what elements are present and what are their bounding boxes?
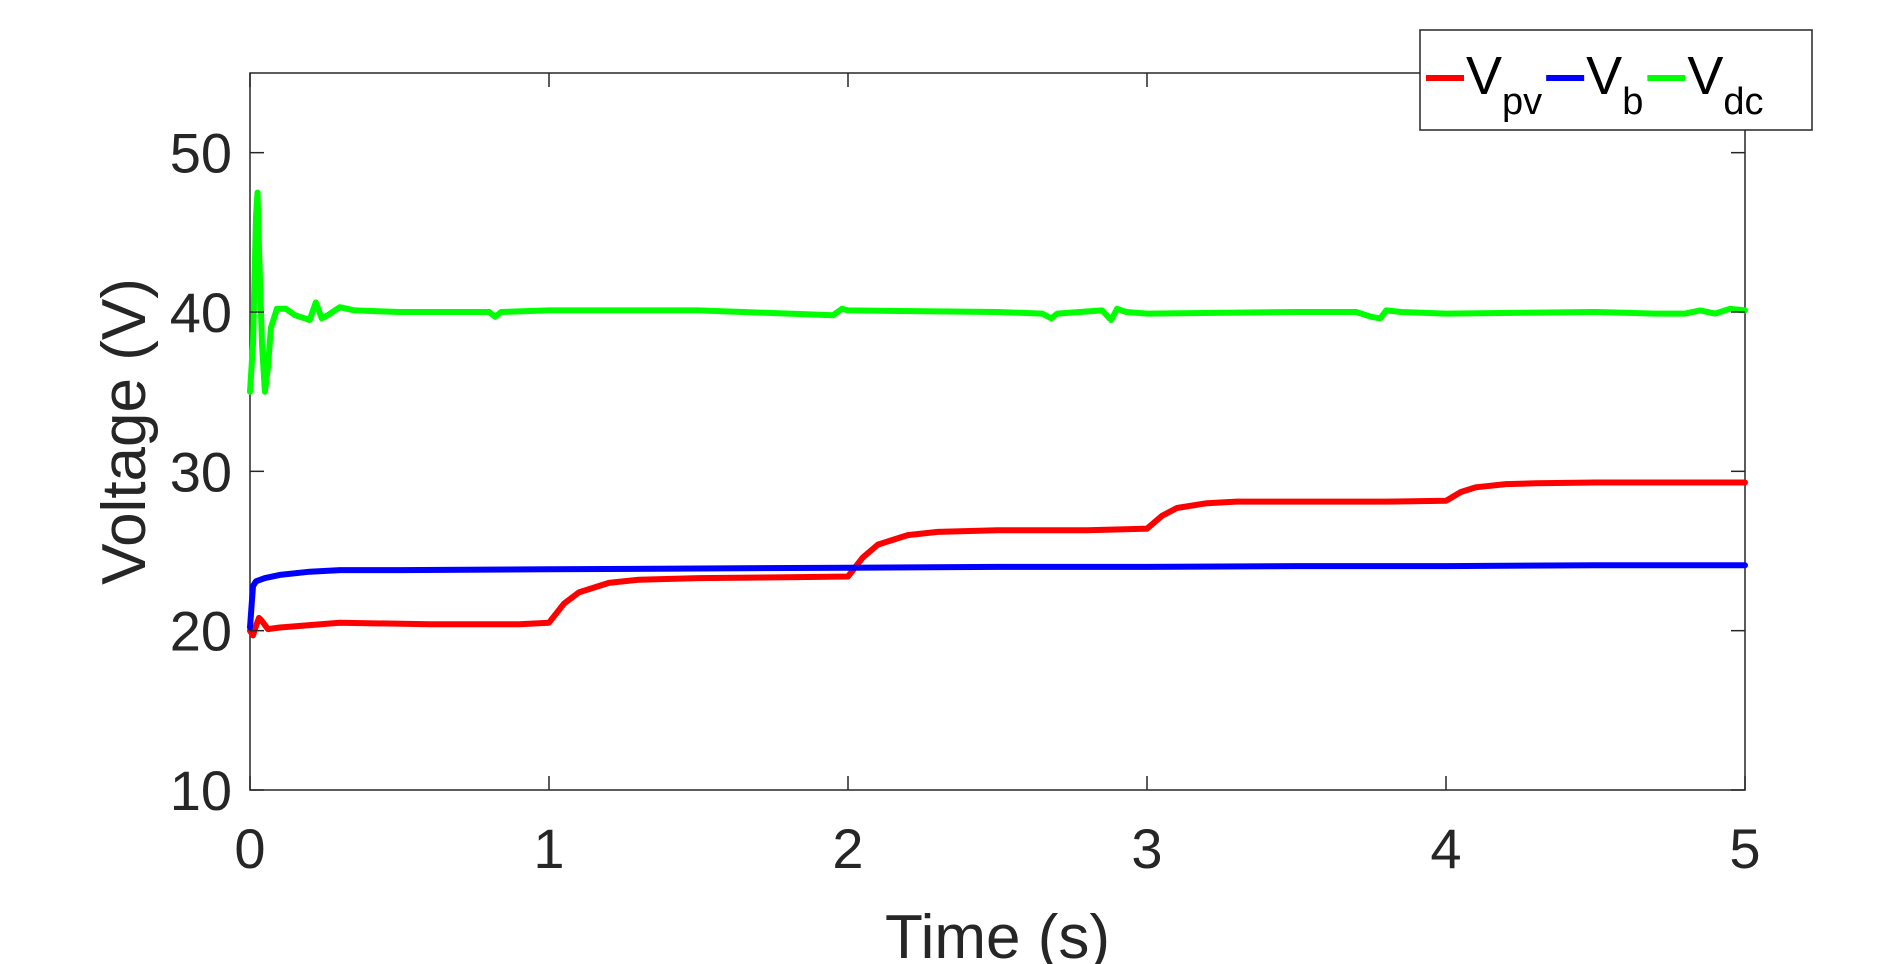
series-layer	[247, 189, 1748, 639]
x-axis-label: Time (s)	[885, 903, 1110, 964]
y-tick-label: 50	[170, 122, 232, 185]
y-tick-label: 20	[170, 600, 232, 663]
x-tick-label: 0	[234, 817, 265, 880]
y-tick-label: 10	[170, 759, 232, 822]
x-tick-label: 1	[533, 817, 564, 880]
series-line-b	[247, 562, 1748, 631]
legend-label-b: Vb	[1586, 46, 1643, 123]
y-axis-label: Voltage (V)	[90, 278, 159, 585]
x-tick-label: 4	[1430, 817, 1461, 880]
legend: Vpv Vb Vdc	[1419, 29, 1813, 131]
legend-label-dc: Vdc	[1687, 46, 1763, 123]
series-line-dc	[247, 189, 1748, 395]
y-tick-label: 40	[170, 281, 232, 344]
legend-box	[1419, 29, 1813, 131]
series-line-pv	[247, 479, 1748, 639]
legend-label-pv: Vpv	[1466, 46, 1542, 123]
ticks-layer: 0 1 2 3 4 5 10 20 30 40 50	[170, 73, 1761, 880]
x-tick-label: 2	[832, 817, 863, 880]
y-tick-label: 30	[170, 440, 232, 503]
plot-area	[249, 72, 1746, 791]
x-tick-label: 3	[1131, 817, 1162, 880]
x-tick-label: 5	[1729, 817, 1760, 880]
